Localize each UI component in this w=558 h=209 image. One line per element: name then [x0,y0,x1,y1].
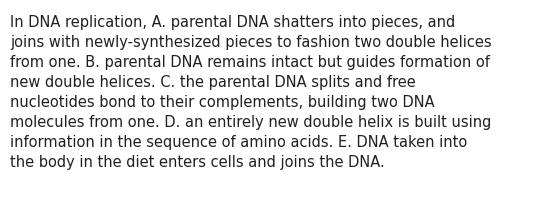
Text: In DNA replication, A. parental DNA shatters into pieces, and
joins with newly-s: In DNA replication, A. parental DNA shat… [10,15,492,170]
